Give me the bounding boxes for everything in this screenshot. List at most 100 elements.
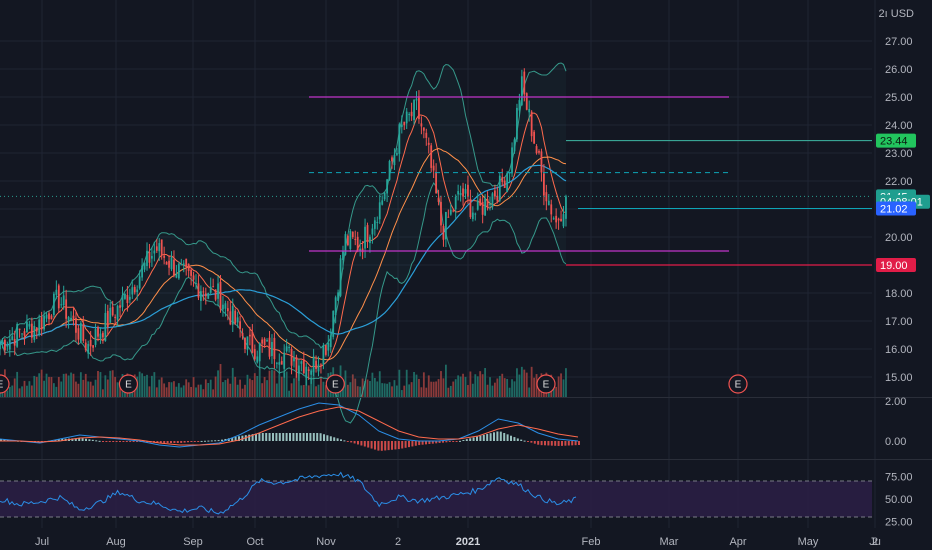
candle-body[interactable]	[356, 236, 359, 251]
candle-body[interactable]	[300, 361, 303, 364]
candle-body[interactable]	[13, 338, 16, 346]
candle-body[interactable]	[312, 356, 315, 373]
candle-body[interactable]	[16, 324, 19, 347]
candle-body[interactable]	[278, 362, 281, 365]
candle-body[interactable]	[160, 239, 163, 256]
candle-body[interactable]	[288, 347, 290, 349]
candle-body[interactable]	[70, 317, 72, 321]
candle-body[interactable]	[427, 142, 430, 145]
candle-body[interactable]	[256, 356, 259, 363]
candle-body[interactable]	[447, 216, 450, 218]
candle-body[interactable]	[1, 340, 4, 345]
candle-body[interactable]	[280, 361, 283, 365]
candle-body[interactable]	[334, 297, 337, 316]
candle-body[interactable]	[528, 109, 531, 113]
candle-body[interactable]	[550, 204, 553, 215]
candle-body[interactable]	[449, 209, 452, 215]
candle-body[interactable]	[217, 283, 219, 299]
candle-body[interactable]	[481, 201, 484, 215]
candle-body[interactable]	[82, 324, 85, 341]
candle-body[interactable]	[459, 192, 462, 196]
candle-body[interactable]	[354, 239, 357, 241]
candle-body[interactable]	[182, 263, 185, 266]
candle-body[interactable]	[192, 275, 195, 280]
candle-body[interactable]	[283, 352, 286, 369]
candle-body[interactable]	[202, 291, 205, 293]
candle-body[interactable]	[28, 324, 31, 327]
candle-body[interactable]	[128, 296, 131, 300]
candle-body[interactable]	[92, 345, 94, 348]
candle-body[interactable]	[121, 295, 124, 308]
candle-body[interactable]	[38, 319, 41, 335]
candle-body[interactable]	[400, 124, 403, 127]
candle-body[interactable]	[388, 160, 391, 180]
candle-body[interactable]	[212, 286, 215, 288]
candle-body[interactable]	[180, 263, 183, 266]
earnings-marker[interactable]	[325, 374, 345, 394]
earnings-marker[interactable]	[118, 374, 139, 394]
candle-body[interactable]	[547, 200, 550, 206]
candle-body[interactable]	[530, 111, 533, 137]
candle-body[interactable]	[200, 291, 202, 301]
candle-body[interactable]	[57, 285, 60, 309]
candle-body[interactable]	[538, 151, 540, 153]
candle-body[interactable]	[525, 93, 528, 110]
candle-body[interactable]	[209, 286, 212, 293]
candle-body[interactable]	[224, 303, 227, 309]
candle-body[interactable]	[11, 336, 14, 341]
candle-body[interactable]	[72, 315, 75, 319]
candle-body[interactable]	[320, 364, 322, 366]
candle-body[interactable]	[494, 190, 496, 197]
candle-body[interactable]	[261, 339, 264, 344]
candle-body[interactable]	[520, 76, 523, 105]
candle-body[interactable]	[420, 123, 423, 127]
candle-body[interactable]	[565, 196, 567, 219]
candle-body[interactable]	[351, 231, 354, 238]
candle-body[interactable]	[506, 173, 509, 192]
earnings-markers[interactable]: EEEEE	[0, 374, 748, 394]
candle-body[interactable]	[116, 305, 119, 320]
candle-body[interactable]	[138, 276, 141, 289]
candle-body[interactable]	[413, 100, 415, 121]
candle-body[interactable]	[268, 337, 271, 357]
candle-body[interactable]	[55, 289, 58, 295]
candle-body[interactable]	[322, 345, 325, 365]
candle-body[interactable]	[518, 100, 521, 111]
candle-body[interactable]	[327, 343, 330, 351]
candle-body[interactable]	[251, 331, 254, 353]
candle-body[interactable]	[310, 370, 313, 375]
candle-body[interactable]	[359, 248, 362, 251]
candle-body[interactable]	[364, 226, 366, 249]
candle-body[interactable]	[307, 369, 310, 372]
candle-body[interactable]	[40, 317, 43, 330]
candle-body[interactable]	[305, 366, 308, 378]
candle-body[interactable]	[146, 250, 148, 267]
macd-pane[interactable]: 2.00 0.00	[0, 396, 906, 451]
time-axis[interactable]: Jul Aug Sep Oct Nov 2 2021 Feb Mar Apr May 2Ju	[35, 536, 881, 548]
candle-body[interactable]	[516, 107, 518, 140]
earnings-marker[interactable]	[536, 374, 556, 394]
candle-body[interactable]	[275, 362, 278, 364]
candle-body[interactable]	[222, 304, 224, 310]
candle-body[interactable]	[511, 147, 513, 174]
candle-body[interactable]	[393, 154, 396, 166]
candle-body[interactable]	[102, 332, 104, 338]
candle-body[interactable]	[195, 283, 197, 285]
candle-body[interactable]	[285, 346, 288, 352]
candle-body[interactable]	[344, 234, 347, 255]
candle-body[interactable]	[163, 255, 166, 258]
candle-body[interactable]	[53, 293, 55, 315]
candle-body[interactable]	[114, 316, 117, 319]
candle-body[interactable]	[185, 258, 188, 267]
candle-body[interactable]	[469, 199, 472, 218]
candle-body[interactable]	[214, 289, 217, 300]
candle-body[interactable]	[378, 202, 381, 220]
candle-body[interactable]	[158, 243, 161, 252]
candle-body[interactable]	[408, 114, 411, 116]
candle-body[interactable]	[18, 328, 21, 330]
candle-body[interactable]	[302, 359, 305, 374]
candle-body[interactable]	[290, 349, 293, 366]
candle-body[interactable]	[489, 203, 491, 205]
candle-body[interactable]	[148, 252, 151, 263]
candle-body[interactable]	[87, 343, 90, 354]
